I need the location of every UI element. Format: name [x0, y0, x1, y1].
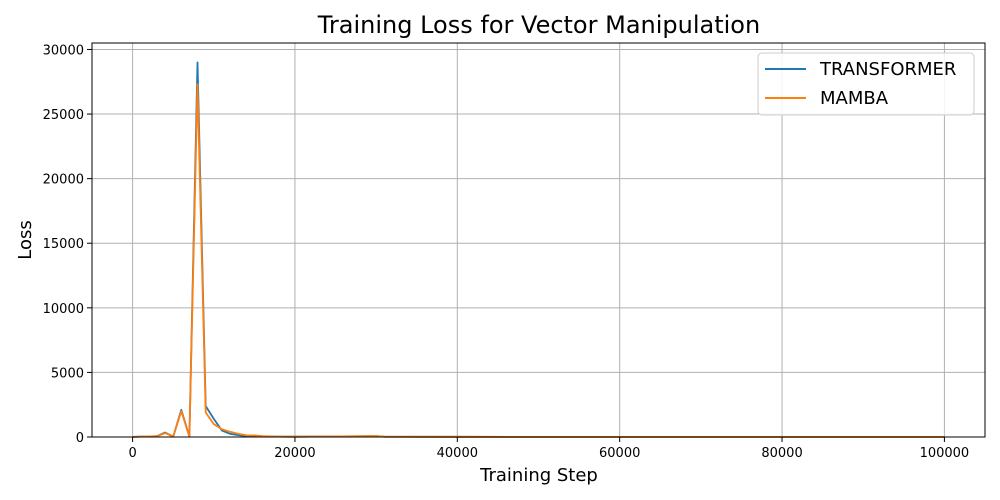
- legend-entries: TRANSFORMER MAMBA: [765, 59, 956, 109]
- x-axis-title: Training Step: [479, 465, 598, 486]
- y-tick-label: 25000: [43, 108, 84, 123]
- x-tick-label: 40000: [437, 446, 478, 461]
- x-tick-label: 100000: [920, 446, 970, 461]
- x-tick-label: 0: [128, 446, 136, 461]
- y-tick-label: 15000: [43, 237, 84, 252]
- chart-title: Training Loss for Vector Manipulation: [317, 11, 760, 39]
- y-tick-label: 0: [76, 431, 84, 446]
- legend-label-transformer: TRANSFORMER: [819, 59, 956, 80]
- x-tick-label: 60000: [599, 446, 640, 461]
- y-tick-label: 20000: [43, 173, 84, 188]
- x-tick-label: 20000: [274, 446, 315, 461]
- legend-label-mamba: MAMBA: [820, 88, 889, 109]
- legend: TRANSFORMER MAMBA: [757, 52, 975, 116]
- x-tick-label: 80000: [761, 446, 802, 461]
- y-tick-label: 5000: [51, 366, 84, 381]
- y-tick-label: 30000: [43, 43, 84, 58]
- tick-layer: 0 20000 40000 60000 80000 100000 0 5000 10000 150…: [43, 43, 970, 461]
- plot-frame: [91, 42, 986, 438]
- legend-box: [757, 52, 975, 116]
- y-tick-label: 10000: [43, 302, 84, 317]
- y-axis-title: Loss: [15, 220, 36, 259]
